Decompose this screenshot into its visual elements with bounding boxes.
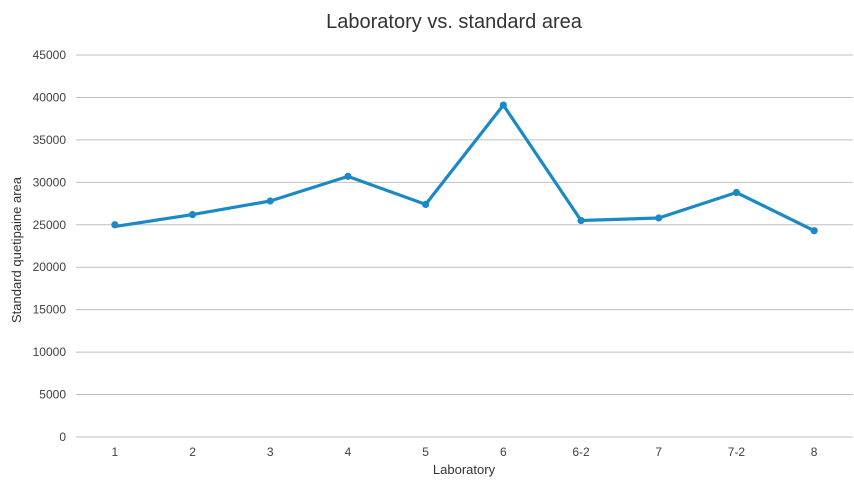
data-point	[499, 101, 507, 109]
data-point	[266, 197, 274, 205]
data-point	[732, 188, 741, 197]
y-tick-label: 30000	[33, 175, 67, 189]
y-tick-label: 40000	[33, 90, 67, 104]
y-tick-label: 20000	[33, 260, 67, 274]
data-point	[810, 227, 818, 235]
y-tick-label: 0	[59, 430, 66, 444]
x-axis-title: Laboratory	[433, 462, 496, 477]
x-tick-label: 8	[811, 445, 818, 459]
y-tick-label: 10000	[33, 345, 67, 359]
series-line	[113, 103, 816, 233]
data-point	[188, 210, 197, 219]
x-tick-label: 6	[500, 445, 507, 459]
x-tick-label: 7	[655, 445, 662, 459]
data-point	[655, 214, 663, 222]
chart-title: Laboratory vs. standard area	[326, 11, 583, 33]
x-tick-label: 7-2	[728, 445, 746, 459]
x-tick-label: 5	[422, 445, 429, 459]
data-point	[577, 216, 585, 225]
x-tick-label: 3	[267, 445, 274, 459]
y-tick-label: 5000	[39, 388, 66, 402]
data-point	[111, 221, 119, 229]
y-tick-label: 35000	[33, 133, 67, 147]
data-point	[422, 200, 430, 209]
y-tick-label: 45000	[33, 48, 67, 62]
x-axis-tick-labels: 1 2 3 4 5 6 6-2 7 7-2 8	[112, 445, 818, 459]
x-tick-label: 2	[189, 445, 196, 459]
x-tick-label: 4	[345, 445, 352, 459]
x-tick-label: 6-2	[572, 445, 590, 459]
x-tick-label: 1	[112, 445, 119, 459]
y-tick-label: 15000	[33, 303, 67, 317]
data-point	[344, 172, 352, 180]
gridlines	[76, 54, 853, 438]
series-group	[111, 101, 818, 235]
y-tick-label: 25000	[33, 218, 67, 232]
y-axis-tick-labels: 0 5000 10000 15000 20000 25000 30000 35000 40000…	[33, 48, 67, 444]
y-axis-title: Standard quetipaine area	[9, 176, 24, 323]
